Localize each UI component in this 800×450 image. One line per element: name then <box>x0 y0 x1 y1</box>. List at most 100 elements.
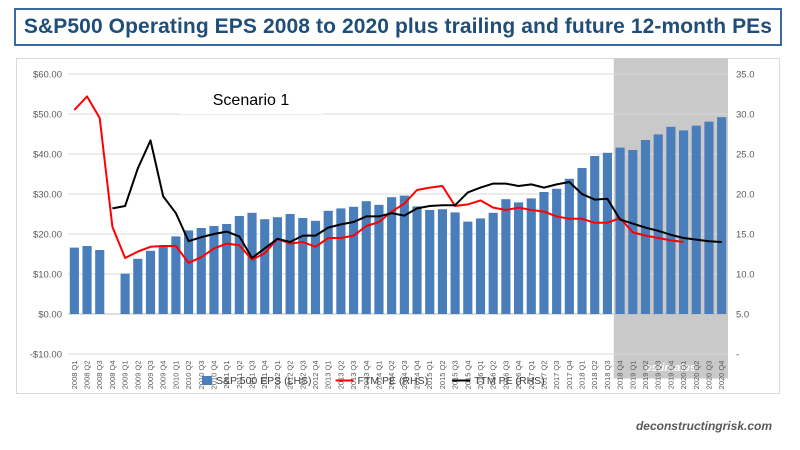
category-label: 2012 Q1 <box>273 360 282 389</box>
category-label: 2020 Q4 <box>717 361 726 390</box>
eps-bar <box>95 250 105 314</box>
category-label: 2011 Q3 <box>248 360 257 388</box>
eps-bar <box>552 188 562 314</box>
category-label: 2018 Q3 <box>603 360 612 389</box>
category-label: 2017 Q1 <box>527 361 536 390</box>
eps-bar <box>260 219 270 314</box>
legend-label: TTM PE (RHS) <box>474 375 545 387</box>
category-label: 2015 Q1 <box>425 360 434 389</box>
scenario-box <box>179 84 323 114</box>
eps-bar <box>399 195 409 314</box>
eps-bar <box>602 152 612 314</box>
left-axis-tick-label: $40.00 <box>33 150 62 161</box>
estimates-label: estimates <box>646 362 697 374</box>
category-label: 2020 Q1 <box>679 361 688 390</box>
chart-area: estimates -$10.00 $0.00 $10.00 $20.00 $30.00… <box>16 58 780 394</box>
category-label: 2017 Q4 <box>565 360 574 389</box>
scenario-label: Scenario 1 <box>213 92 290 109</box>
eps-bar <box>209 226 219 314</box>
category-label: 2010 Q4 <box>210 361 219 390</box>
category-label: 2020 Q2 <box>692 361 701 390</box>
right-axis-tick-label: 20.0 <box>736 190 755 201</box>
category-label: 2014 Q2 <box>387 361 396 390</box>
eps-bar <box>387 197 397 314</box>
category-label: 2011 Q4 <box>260 360 269 388</box>
category-label: 2014 Q3 <box>400 360 409 389</box>
category-label: 2017 Q2 <box>540 361 549 390</box>
left-axis-tick-label: $0.00 <box>38 310 62 321</box>
eps-bar <box>310 220 321 314</box>
right-axis-tick-label: 10.0 <box>736 270 755 281</box>
chart-title: S&P500 Operating EPS 2008 to 2020 plus t… <box>23 15 773 38</box>
eps-bar <box>437 209 447 314</box>
category-label: 2010 Q1 <box>171 361 180 390</box>
category-label: 2016 Q2 <box>489 361 498 390</box>
right-axis-tick-label: 30.0 <box>736 110 755 121</box>
eps-bar <box>361 201 371 314</box>
category-label: 2008 Q1 <box>70 360 79 389</box>
eps-bar <box>514 202 524 314</box>
category-label: 2012 Q4 <box>311 361 320 390</box>
eps-bar <box>374 204 384 314</box>
right-axis-tick-label: 15.0 <box>736 230 755 241</box>
eps-bar <box>336 208 346 314</box>
category-label: 2008 Q2 <box>83 360 92 389</box>
eps-bar <box>222 224 232 314</box>
right-axis-tick-label: 25.0 <box>736 150 755 161</box>
category-label: 2013 Q4 <box>362 361 371 390</box>
eps-bar <box>463 221 473 314</box>
category-label: 2018 Q4 <box>616 360 625 389</box>
category-label: 2013 Q3 <box>349 361 358 390</box>
eps-bar <box>145 250 156 314</box>
category-label: 2019 Q1 <box>628 360 637 389</box>
eps-bar <box>412 206 422 314</box>
eps-bar <box>247 212 257 314</box>
category-label: 2016 Q3 <box>501 361 510 390</box>
category-label: 2010 Q3 <box>197 361 206 390</box>
eps-bar <box>285 214 295 314</box>
left-axis-tick-label: $30.00 <box>33 190 62 201</box>
eps-bar <box>717 117 727 314</box>
eps-bar <box>234 216 244 314</box>
eps-bar <box>539 192 549 314</box>
eps-bar <box>120 273 130 314</box>
eps-bar <box>69 247 79 314</box>
eps-bar <box>158 245 168 314</box>
source-credit: deconstructingrisk.com <box>635 419 772 433</box>
eps-bar <box>526 198 536 314</box>
category-label: 2009 Q1 <box>121 360 130 389</box>
category-label: 2012 Q2 <box>286 360 295 389</box>
eps-bar <box>704 121 714 314</box>
left-axis-tick-label: $50.00 <box>33 110 62 121</box>
category-label: 2015 Q4 <box>463 360 472 389</box>
right-axis-tick-label: 35.0 <box>736 70 755 81</box>
eps-bar <box>653 134 663 314</box>
ttm-pe-line <box>112 139 722 259</box>
eps-bar <box>184 230 194 314</box>
category-label: 2018 Q2 <box>590 360 599 389</box>
category-label: 2018 Q1 <box>578 360 587 389</box>
category-label: 2008 Q3 <box>95 360 104 389</box>
category-label: 2011 Q2 <box>235 360 244 388</box>
left-axis-tick-label: $10.00 <box>33 270 62 281</box>
category-label: 2020 Q3 <box>705 361 714 390</box>
category-label: 2015 Q3 <box>451 360 460 389</box>
category-label: 2013 Q1 <box>324 361 333 390</box>
eps-bar <box>450 212 460 314</box>
category-label: 2008 Q4 <box>108 360 117 389</box>
left-axis-tick-label: -$10.00 <box>30 350 62 361</box>
eps-bar <box>425 210 435 314</box>
category-label: 2017 Q3 <box>552 361 561 390</box>
eps-bar <box>349 206 359 314</box>
eps-bar <box>564 178 574 314</box>
eps-bar <box>501 199 511 314</box>
category-label: 2016 Q4 <box>514 361 523 390</box>
eps-bar <box>82 246 92 314</box>
category-label: 2012 Q3 <box>298 360 307 389</box>
ftm-pe-line <box>73 95 684 264</box>
eps-bar <box>577 168 587 314</box>
legend-swatch-eps <box>202 376 212 385</box>
eps-bar <box>133 258 143 314</box>
legend-label: FTM PE (RHS) <box>358 375 429 387</box>
chart-title-box: S&P500 Operating EPS 2008 to 2020 plus t… <box>14 8 782 46</box>
